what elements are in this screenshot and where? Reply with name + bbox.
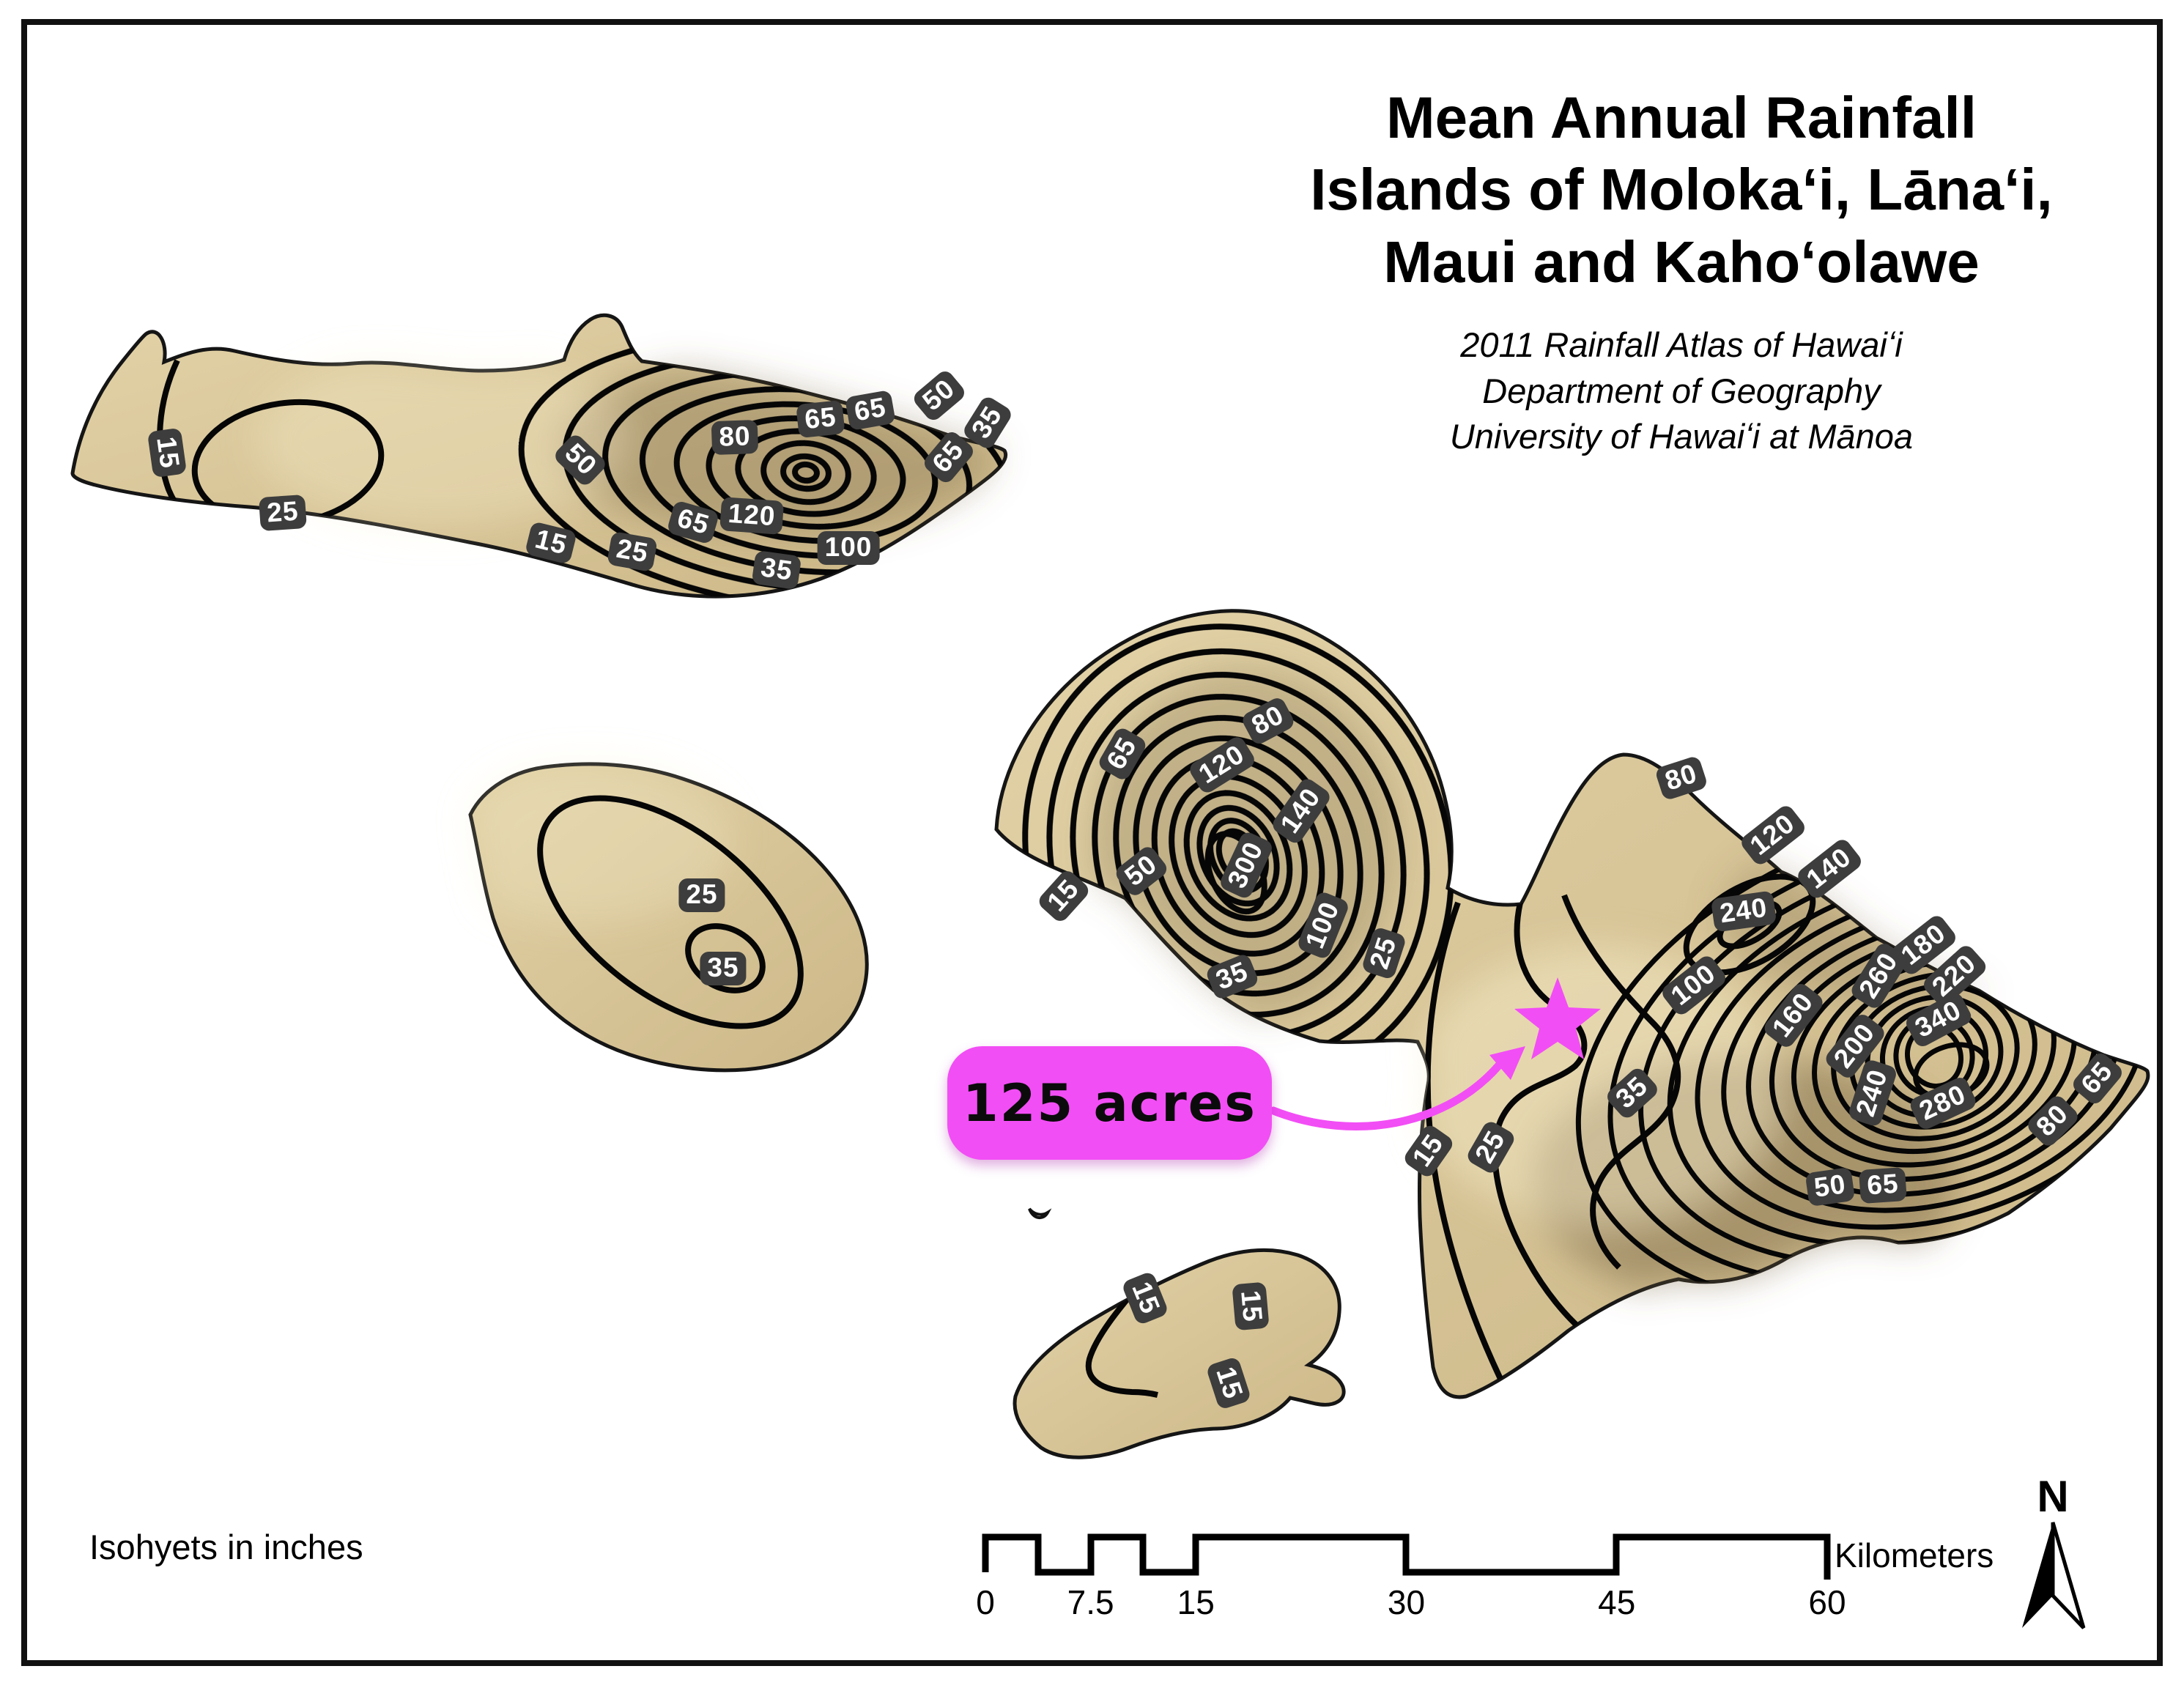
isohyet-label: 25	[606, 530, 659, 573]
isohyet-label: 50	[911, 368, 968, 423]
isohyet-label: 15	[1402, 1122, 1456, 1180]
isohyet-label: 35	[960, 394, 1015, 451]
isohyet-label: 300	[1218, 829, 1275, 901]
isohyet-label: 80	[1240, 695, 1297, 747]
title-line-3: Maui and Kahoʻolawe	[1383, 229, 1980, 295]
isohyet-label: 15	[524, 521, 578, 565]
isohyet-label: 15	[1035, 867, 1092, 925]
map-frame	[21, 19, 2163, 1666]
isohyet-label: 120	[1738, 802, 1808, 868]
isohyet-label: 100	[1295, 890, 1351, 960]
isohyet-label: 100	[817, 531, 880, 565]
subtitle-line-3: University of Hawaiʻi at Mānoa	[1449, 417, 1914, 456]
isohyet-label: 25	[1465, 1119, 1517, 1176]
molokini-islet	[1028, 1207, 1052, 1219]
kahoolawe-contours	[1085, 1267, 1158, 1398]
subtitle-line-2: Department of Geography	[1482, 371, 1881, 410]
scale-bar	[982, 1533, 1831, 1580]
isohyet-label: 140	[1794, 836, 1865, 902]
isohyet-label: 25	[1361, 925, 1407, 981]
scale-tick-label: 7.5	[1067, 1583, 1114, 1621]
isohyet-label: 65	[2070, 1050, 2125, 1107]
isohyet-label: 50	[1804, 1166, 1856, 1207]
title-line-1: Mean Annual Rainfall	[1385, 85, 1977, 150]
isohyet-label: 80	[1654, 755, 1709, 802]
north-label: N	[2037, 1472, 2069, 1521]
isohyet-label: 120	[1186, 734, 1258, 796]
isohyet-label: 15	[1120, 1270, 1170, 1326]
isohyet-label: 80	[711, 419, 759, 456]
area-callout: 125 acres	[947, 1046, 1272, 1160]
title-line-2: Islands of Molokaʻi, Lānaʻi,	[1310, 157, 2053, 223]
north-arrow-icon	[2022, 1522, 2086, 1629]
scale-tick-label: 45	[1598, 1583, 1636, 1621]
scale-tick-label: 60	[1808, 1583, 1846, 1621]
isohyet-label: 65	[1858, 1166, 1908, 1204]
isohyets-note: Isohyets in inches	[89, 1528, 363, 1566]
callout-arrowhead-icon	[1489, 1046, 1525, 1080]
isohyet-label: 50	[552, 432, 609, 489]
map-subtitle: 2011 Rainfall Atlas of Hawaiʻi Departmen…	[1216, 322, 2147, 460]
scale-tick-label: 30	[1387, 1583, 1426, 1621]
isohyet-label: 120	[719, 497, 784, 535]
scale-tick-label: 0	[976, 1583, 995, 1621]
area-callout-label: 125 acres	[963, 1073, 1256, 1133]
map-title: Mean Annual Rainfall Islands of Molokaʻi…	[1216, 82, 2147, 298]
isohyet-label: 140	[1269, 776, 1333, 846]
scale-unit-label: Kilometers	[1835, 1536, 1994, 1574]
location-star-icon	[1514, 977, 1601, 1059]
isohyet-label: 50	[1112, 843, 1171, 899]
callout-arrow	[1269, 1062, 1503, 1130]
isohyet-label: 65	[796, 399, 845, 439]
isohyet-label: 15	[147, 427, 188, 478]
isohyet-label: 35	[751, 549, 802, 591]
isohyet-label: 25	[678, 878, 725, 912]
isohyet-label: 65	[844, 389, 897, 432]
isohyet-label: 160	[1761, 980, 1826, 1051]
isohyet-label: 35	[1604, 1065, 1661, 1122]
isohyet-label: 35	[700, 952, 747, 985]
isohyet-label: 240	[1710, 890, 1777, 933]
isohyet-label: 280	[1907, 1075, 1979, 1132]
isohyet-label: 35	[1204, 952, 1260, 1002]
isohyet-label: 65	[666, 500, 720, 545]
isohyet-label: 65	[1096, 725, 1149, 782]
isohyet-label: 80	[2024, 1092, 2081, 1150]
isohyet-label: 100	[1659, 952, 1729, 1018]
isohyet-label: 15	[1232, 1281, 1270, 1331]
isohyet-label: 15	[1205, 1355, 1252, 1411]
scale-tick-label: 15	[1177, 1583, 1215, 1621]
subtitle-line-1: 2011 Rainfall Atlas of Hawaiʻi	[1460, 325, 1903, 364]
isohyet-label: 25	[258, 494, 308, 532]
